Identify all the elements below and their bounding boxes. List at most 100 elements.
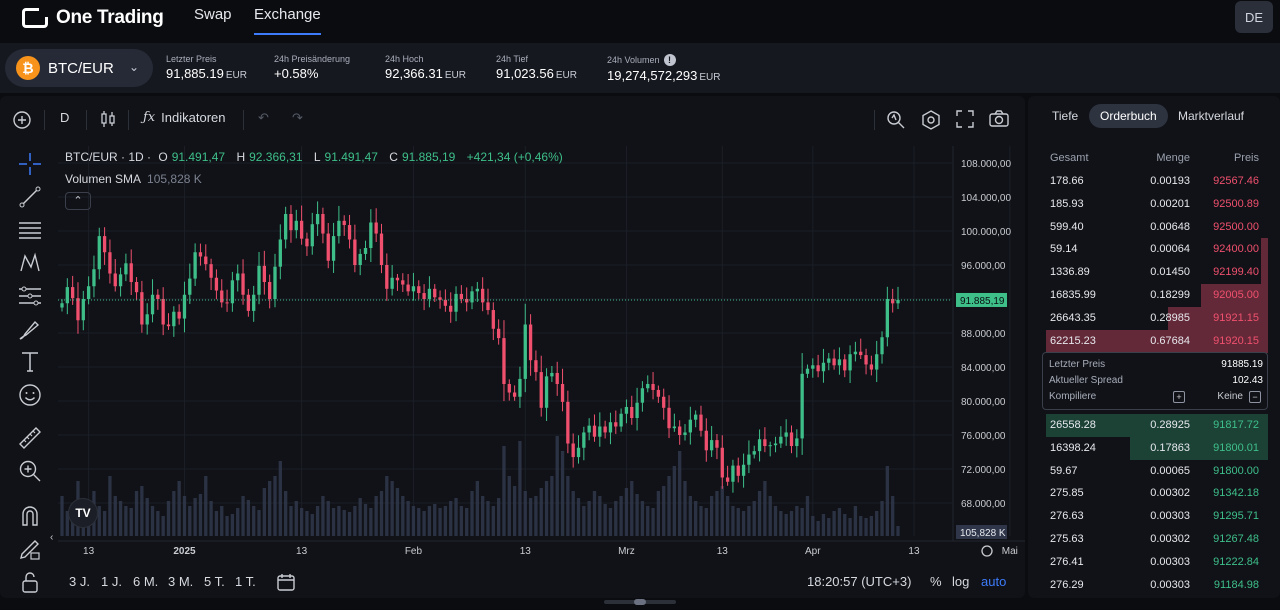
tradingview-logo[interactable]: TV [68, 498, 98, 528]
candle-body [837, 359, 842, 366]
tab-orderbook[interactable]: Orderbuch [1089, 104, 1168, 128]
quick-search-icon[interactable] [886, 110, 906, 130]
bid-row[interactable]: 276.41 0.00303 91222.84 [1028, 551, 1280, 574]
ohlc-high-label: H [236, 150, 246, 164]
settings-icon[interactable] [921, 110, 941, 130]
row-total: 185.93 [1050, 197, 1084, 210]
candle-body [880, 337, 884, 355]
bid-row[interactable]: 276.63 0.00303 91295.71 [1028, 505, 1280, 528]
volume-bar [848, 518, 852, 536]
zoom-in-icon[interactable] [18, 459, 42, 483]
fullscreen-icon[interactable] [956, 110, 974, 128]
auto-toggle[interactable]: auto [981, 574, 1007, 589]
bid-row[interactable]: 16398.24 0.17863 91800.01 [1028, 436, 1280, 460]
bid-row[interactable]: 275.63 0.00302 91267.48 [1028, 528, 1280, 551]
ask-row[interactable]: 59.14 0.00064 92400.00 [1028, 238, 1280, 262]
bid-row[interactable]: 275.85 0.00302 91342.18 [1028, 482, 1280, 505]
lock-icon[interactable] [18, 570, 42, 594]
candle-body [161, 299, 165, 325]
nav-link-swap[interactable]: Swap [194, 6, 232, 23]
add-symbol-icon[interactable] [12, 110, 32, 130]
percent-toggle[interactable]: % [930, 574, 942, 589]
ask-row[interactable]: 599.40 0.00648 92500.00 [1028, 216, 1280, 239]
chart-clock[interactable]: 18:20:57 (UTC+3) [807, 574, 912, 589]
volume-bar [688, 496, 692, 536]
volume-bar [805, 496, 810, 536]
bid-row[interactable]: 26558.28 0.28925 91817.72 [1028, 414, 1280, 437]
range-3y[interactable]: 3 J. [69, 574, 90, 589]
panel-resize-handle[interactable] [604, 599, 676, 605]
range-6m[interactable]: 6 M. [133, 574, 159, 589]
candle-body [118, 274, 123, 287]
magnet-icon[interactable] [18, 504, 42, 528]
undo-icon[interactable]: ↶ [258, 110, 269, 125]
camera-icon[interactable] [989, 110, 1009, 128]
volume-bar [145, 498, 149, 536]
trend-line-icon[interactable] [18, 185, 42, 209]
pair-selector[interactable]: ₿ BTC/EUR ⌄ [5, 49, 153, 87]
price-chart[interactable]: 108.000,00 104.000,00 100.000,00 96.000,00 9… [0, 96, 1025, 598]
volume-bar [630, 481, 634, 536]
x-tick-label: Mrz [618, 546, 635, 557]
volume-bar [427, 506, 432, 536]
volume-bar [683, 481, 687, 536]
ask-row[interactable]: 16835.99 0.18299 92005.00 [1028, 284, 1280, 307]
plus-icon[interactable]: + [1173, 391, 1185, 403]
crosshair-icon[interactable] [18, 152, 42, 176]
volume-bar [257, 510, 261, 536]
tab-trade-history[interactable]: Marktverlauf [1178, 109, 1245, 123]
candle-body [694, 414, 698, 420]
ask-row[interactable]: 178.66 0.00193 92567.46 [1028, 170, 1280, 193]
bid-row[interactable]: 276.29 0.00303 91184.98 [1028, 574, 1280, 597]
calendar-range-icon[interactable] [276, 572, 296, 592]
ask-row[interactable]: 1336.89 0.01450 92199.40 [1028, 261, 1280, 285]
range-3m[interactable]: 3 M. [168, 574, 194, 589]
minus-icon[interactable]: − [1249, 391, 1261, 403]
info-icon[interactable]: ! [663, 54, 676, 66]
nav-link-exchange[interactable]: Exchange [254, 6, 321, 35]
volume-bar [278, 461, 282, 536]
volume-bar [241, 496, 245, 536]
range-5d[interactable]: 5 T. [204, 574, 225, 589]
collapse-legend-button[interactable]: ⌃ [65, 192, 91, 210]
candle-body [150, 294, 155, 315]
emoji-icon[interactable] [18, 383, 42, 407]
volume-bar [225, 516, 229, 536]
candle-body [369, 222, 373, 248]
pattern-icon[interactable] [18, 251, 42, 275]
log-toggle[interactable]: log [952, 574, 970, 589]
redo-icon[interactable]: ↷ [292, 110, 303, 125]
brand-logo[interactable]: One Trading [22, 7, 164, 29]
bid-row[interactable]: 59.67 0.00065 91800.00 [1028, 460, 1280, 483]
candle-body [635, 402, 639, 418]
indicators-button[interactable]: ƒx Indikatoren [143, 110, 225, 125]
volume-bar [816, 521, 820, 536]
fib-icon[interactable] [18, 284, 42, 308]
brush-icon[interactable] [18, 317, 42, 341]
ruler-icon[interactable] [18, 426, 42, 450]
ask-row[interactable]: 185.93 0.00201 92500.89 [1028, 193, 1280, 216]
candle-body [326, 233, 330, 261]
volume-bar [390, 481, 394, 536]
candle-body [699, 414, 703, 431]
lock-drawing-icon[interactable] [18, 537, 42, 561]
candle-body [294, 220, 298, 231]
row-amount: 0.00303 [1150, 555, 1190, 568]
row-amount: 0.00648 [1150, 220, 1190, 233]
text-tool-icon[interactable] [18, 350, 42, 374]
interval-button[interactable]: D [60, 110, 70, 125]
range-1d[interactable]: 1 T. [235, 574, 256, 589]
row-total: 276.63 [1050, 510, 1084, 523]
volume-bar [800, 508, 804, 536]
candle-type-icon[interactable] [100, 110, 116, 128]
axis-settings-icon[interactable] [981, 545, 993, 557]
tab-depth[interactable]: Tiefe [1052, 109, 1079, 123]
ask-row[interactable]: 26643.35 0.28985 91921.15 [1028, 306, 1280, 330]
range-1y[interactable]: 1 J. [101, 574, 122, 589]
horizontal-lines-icon[interactable] [18, 218, 42, 242]
ask-row[interactable]: 62215.23 0.67684 91920.15 [1028, 329, 1280, 353]
stat-value: 19,274,572,293 [607, 68, 698, 83]
language-button[interactable]: DE [1235, 1, 1273, 33]
candle-body [555, 372, 559, 384]
candle-body [102, 236, 107, 253]
